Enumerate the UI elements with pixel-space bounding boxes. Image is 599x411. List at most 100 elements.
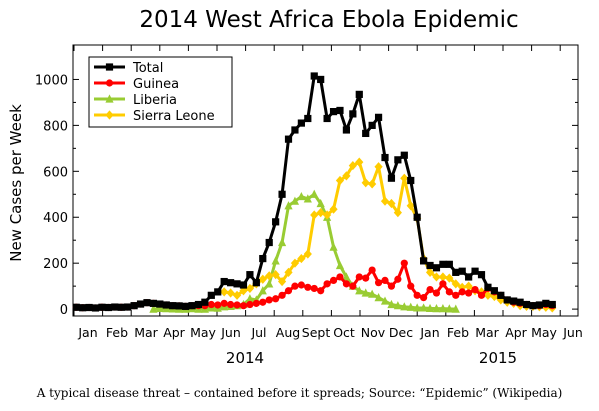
data-point (149, 299, 158, 307)
data-point (477, 271, 486, 279)
data-point (155, 303, 164, 313)
data-point (284, 135, 293, 143)
data-point (259, 298, 267, 306)
data-point (316, 208, 325, 218)
data-point (220, 299, 228, 307)
data-point (335, 260, 345, 270)
data-point (471, 267, 479, 275)
data-point (407, 282, 415, 290)
data-point (425, 303, 435, 313)
data-point (291, 282, 299, 290)
data-point (471, 285, 479, 294)
data-point (272, 218, 280, 226)
data-point (104, 303, 112, 312)
data-point (310, 284, 318, 293)
data-point (105, 79, 114, 87)
data-point (445, 304, 454, 313)
data-point (342, 126, 351, 134)
data-point (149, 304, 158, 313)
x-month-label: Jun (562, 325, 583, 340)
data-point (374, 279, 383, 287)
data-point (329, 108, 338, 116)
data-point (297, 281, 305, 289)
data-point (362, 274, 370, 282)
data-point (407, 176, 415, 185)
data-point (458, 288, 466, 296)
data-point (451, 279, 460, 289)
data-point (290, 258, 300, 268)
data-point (246, 300, 254, 309)
data-point (310, 72, 318, 80)
data-point (220, 287, 229, 297)
data-point (207, 291, 215, 299)
data-point (361, 178, 370, 188)
data-point (259, 254, 267, 263)
data-point (381, 276, 389, 285)
x-month-label: May (531, 325, 557, 340)
data-point (400, 302, 409, 311)
data-point (297, 191, 306, 201)
y-tick-label: 200 (43, 257, 68, 272)
data-point (258, 274, 267, 284)
data-point (374, 113, 383, 121)
data-point (207, 300, 215, 309)
data-point (323, 210, 332, 220)
data-point (175, 302, 183, 310)
data-point (265, 296, 273, 304)
data-point (329, 204, 338, 214)
data-point (432, 264, 441, 272)
data-point (387, 282, 396, 290)
data-point (246, 271, 254, 279)
legend-label: Total (132, 61, 163, 76)
data-point (349, 282, 357, 290)
data-point (335, 175, 345, 186)
data-point (465, 289, 473, 297)
data-point (425, 267, 435, 277)
data-point (79, 304, 87, 312)
y-tick-label: 1000 (35, 73, 68, 88)
x-month-label: Sept (302, 325, 331, 340)
data-point (393, 208, 402, 218)
data-point (342, 272, 351, 281)
data-point (72, 303, 80, 311)
x-month-label: Apr (163, 325, 185, 340)
y-tick-label: 0 (60, 303, 68, 318)
data-point (124, 303, 132, 311)
data-point (277, 237, 287, 247)
data-point (239, 281, 248, 289)
data-point (85, 303, 93, 312)
data-point (169, 302, 177, 310)
series-layer (72, 72, 557, 313)
data-point (426, 285, 434, 294)
data-point (323, 280, 331, 288)
data-point (394, 275, 402, 283)
data-point (503, 296, 511, 304)
data-point (432, 272, 441, 282)
data-point (342, 280, 351, 288)
y-axis-label: New Cases per Week (7, 104, 25, 262)
data-point (368, 266, 376, 274)
data-point (380, 196, 390, 206)
data-point (355, 286, 364, 295)
data-point (439, 280, 447, 288)
data-point (130, 302, 138, 310)
x-year-label: 2014 (226, 349, 264, 367)
y-tick-label: 600 (43, 165, 68, 180)
data-point (432, 289, 441, 297)
data-point (105, 110, 114, 120)
data-point (355, 90, 363, 98)
data-point (452, 291, 460, 299)
data-point (98, 303, 106, 311)
data-point (380, 296, 390, 305)
data-point (188, 302, 196, 310)
data-point (239, 302, 248, 310)
data-point (291, 126, 299, 134)
data-point (483, 290, 493, 300)
data-point (271, 256, 280, 265)
data-point (419, 303, 428, 312)
data-point (464, 281, 473, 291)
x-month-label: Jan (419, 325, 439, 340)
series-total (72, 72, 556, 312)
x-month-label: Mar (134, 325, 158, 340)
